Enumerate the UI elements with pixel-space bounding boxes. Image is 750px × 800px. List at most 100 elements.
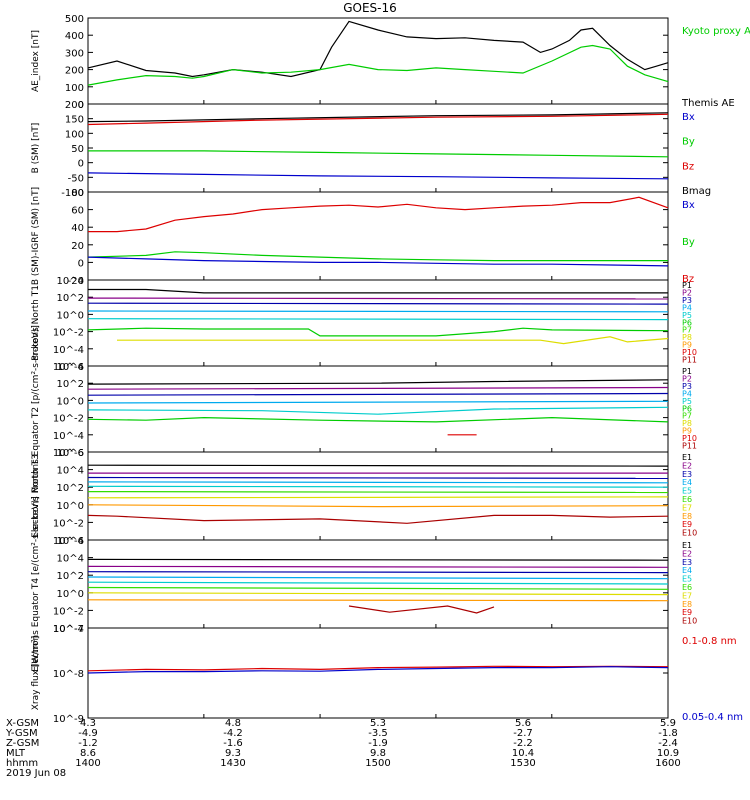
x-axis-value: 9.3	[225, 748, 241, 759]
series-line-p5	[87, 406, 669, 415]
y-tick-label: 500	[65, 14, 84, 25]
legend-item: E8	[682, 600, 692, 609]
y-tick-label: -20	[68, 276, 84, 287]
series-line-bz	[87, 113, 669, 126]
y-tick-label: 0	[78, 258, 84, 269]
legend-item: Bz	[682, 274, 694, 285]
y-tick-label: 0	[78, 159, 84, 170]
legend-item: P3	[682, 296, 692, 305]
x-axis-value: 5.6	[515, 718, 531, 729]
series-line-p2	[87, 386, 669, 390]
x-axis-value: 1500	[365, 758, 390, 769]
y-tick-label: 10^2	[57, 571, 84, 582]
legend-item: P7	[682, 412, 692, 421]
y-tick-label: 10^-9	[53, 714, 84, 725]
y-tick-label: 10^6	[57, 448, 84, 459]
legend-item: P10	[682, 348, 697, 357]
x-axis-row-label: X-GSM	[6, 718, 39, 729]
legend-item: Themis AE	[681, 98, 735, 109]
y-axis-label: AE_index [nT]	[31, 30, 41, 92]
y-tick-label: 10^-2	[53, 414, 84, 425]
y-tick-label: 200	[65, 66, 84, 77]
y-axis-label: Protons North T1	[31, 285, 41, 361]
legend-item: E9	[682, 520, 692, 529]
x-axis-value: 10.9	[657, 748, 679, 759]
legend-item: E5	[682, 575, 692, 584]
legend-item: E10	[682, 617, 697, 626]
y-tick-label: 0	[78, 100, 84, 111]
x-axis-value: 5.9	[660, 718, 676, 729]
series-line-by	[87, 251, 668, 262]
legend-item: E1	[682, 453, 692, 462]
panel-6: 10^6 10^4 10^2 10^0 10^-2 10^-4 Electrons Nort…	[31, 448, 697, 547]
y-tick-label: 10^-4	[53, 624, 84, 635]
x-axis-value: -4.2	[223, 728, 243, 739]
legend-item: E6	[682, 583, 692, 592]
series-line-p2	[87, 297, 669, 300]
panel-2: 200 150 100 50 0 -50 -100 B (SM) [nT] Bx By Bz Bmag	[31, 100, 711, 199]
y-tick-label: 10^-2	[53, 606, 84, 617]
series-line-p6	[87, 416, 669, 423]
series-line-e9	[87, 514, 669, 524]
series-line-e5	[87, 581, 669, 585]
x-axis-table: X-GSM 4.3 4.8 5.3 5.6 5.9 Y-GSM -4.9 -4.2 -3.5 -2.…	[5, 718, 681, 779]
legend: 0.1-0.8 nm 0.05-0.4 nm	[682, 636, 743, 723]
series-line-p7	[117, 336, 669, 345]
series-line-e7	[87, 592, 669, 596]
y-axis-label: Electrons Equator T4 [e/(cm²-s-sr-keV)]	[31, 496, 41, 672]
x-axis-date: 2019 Jun 08	[6, 768, 66, 779]
panel-frame	[87, 17, 669, 105]
panel-frame	[87, 627, 669, 719]
series-line-p5	[87, 318, 669, 321]
x-axis-row-label: Y-GSM	[5, 728, 38, 739]
y-tick-label: 10^2	[57, 293, 84, 304]
y-tick-label: 10^-2	[53, 328, 84, 339]
x-axis-value: 1400	[75, 758, 100, 769]
x-axis-value: 1430	[220, 758, 245, 769]
series-line-kyoto-proxy-ae	[87, 44, 669, 86]
x-axis-value: 1600	[655, 758, 680, 769]
panel-8: 10^-7 10^-8 10^-9 Xray flux [W/m²] 0.1-0.8 n…	[31, 624, 743, 725]
series-line-e1	[87, 558, 669, 561]
y-tick-label: 10^2	[57, 483, 84, 494]
y-tick-label: 80	[71, 188, 84, 199]
y-tick-label: 400	[65, 31, 84, 42]
y-tick-label: 10^-6	[53, 448, 84, 459]
x-axis-value: 9.8	[370, 748, 386, 759]
x-axis-row-label: MLT	[6, 748, 26, 759]
panel-frame	[87, 191, 669, 281]
panel-frame	[87, 365, 669, 453]
legend-item: E4	[682, 478, 692, 487]
y-axis-label: Electrons North T3	[31, 454, 41, 538]
legend-item: P7	[682, 326, 692, 335]
x-axis-value: -4.9	[78, 728, 98, 739]
series-line-0-05-0-4-nm	[87, 666, 669, 674]
x-axis-value: -2.7	[513, 728, 533, 739]
legend-item: E2	[682, 461, 692, 470]
series-line-e4	[87, 576, 669, 580]
legend: Kyoto proxy AE Themis AE	[681, 26, 750, 109]
series-line-p4	[87, 400, 669, 404]
legend-item: E10	[682, 529, 697, 538]
legend-item: E8	[682, 512, 692, 521]
legend-item: 0.1-0.8 nm	[682, 636, 737, 647]
x-axis-value: 1530	[510, 758, 535, 769]
legend-item: P11	[682, 356, 697, 365]
legend-item: E9	[682, 608, 692, 617]
plot-title: GOES-16	[343, 1, 397, 15]
series-line-0-1-0-8-nm	[87, 665, 669, 672]
panel-5: 10^4 10^2 10^0 10^-2 10^-4 10^-6 Protons Equat…	[31, 325, 697, 493]
legend-item: By	[682, 137, 695, 148]
x-axis-row-label: Z-GSM	[6, 738, 39, 749]
series-line-e2	[87, 565, 669, 568]
x-axis-value: 4.8	[225, 718, 241, 729]
y-tick-label: 20	[71, 241, 84, 252]
series-line-e1	[87, 464, 669, 467]
series-line-p1	[87, 379, 669, 385]
legend-item: E2	[682, 549, 692, 558]
series-line-e6	[87, 586, 669, 590]
y-tick-label: 10^0	[57, 501, 84, 512]
y-tick-label: 10^2	[57, 379, 84, 390]
